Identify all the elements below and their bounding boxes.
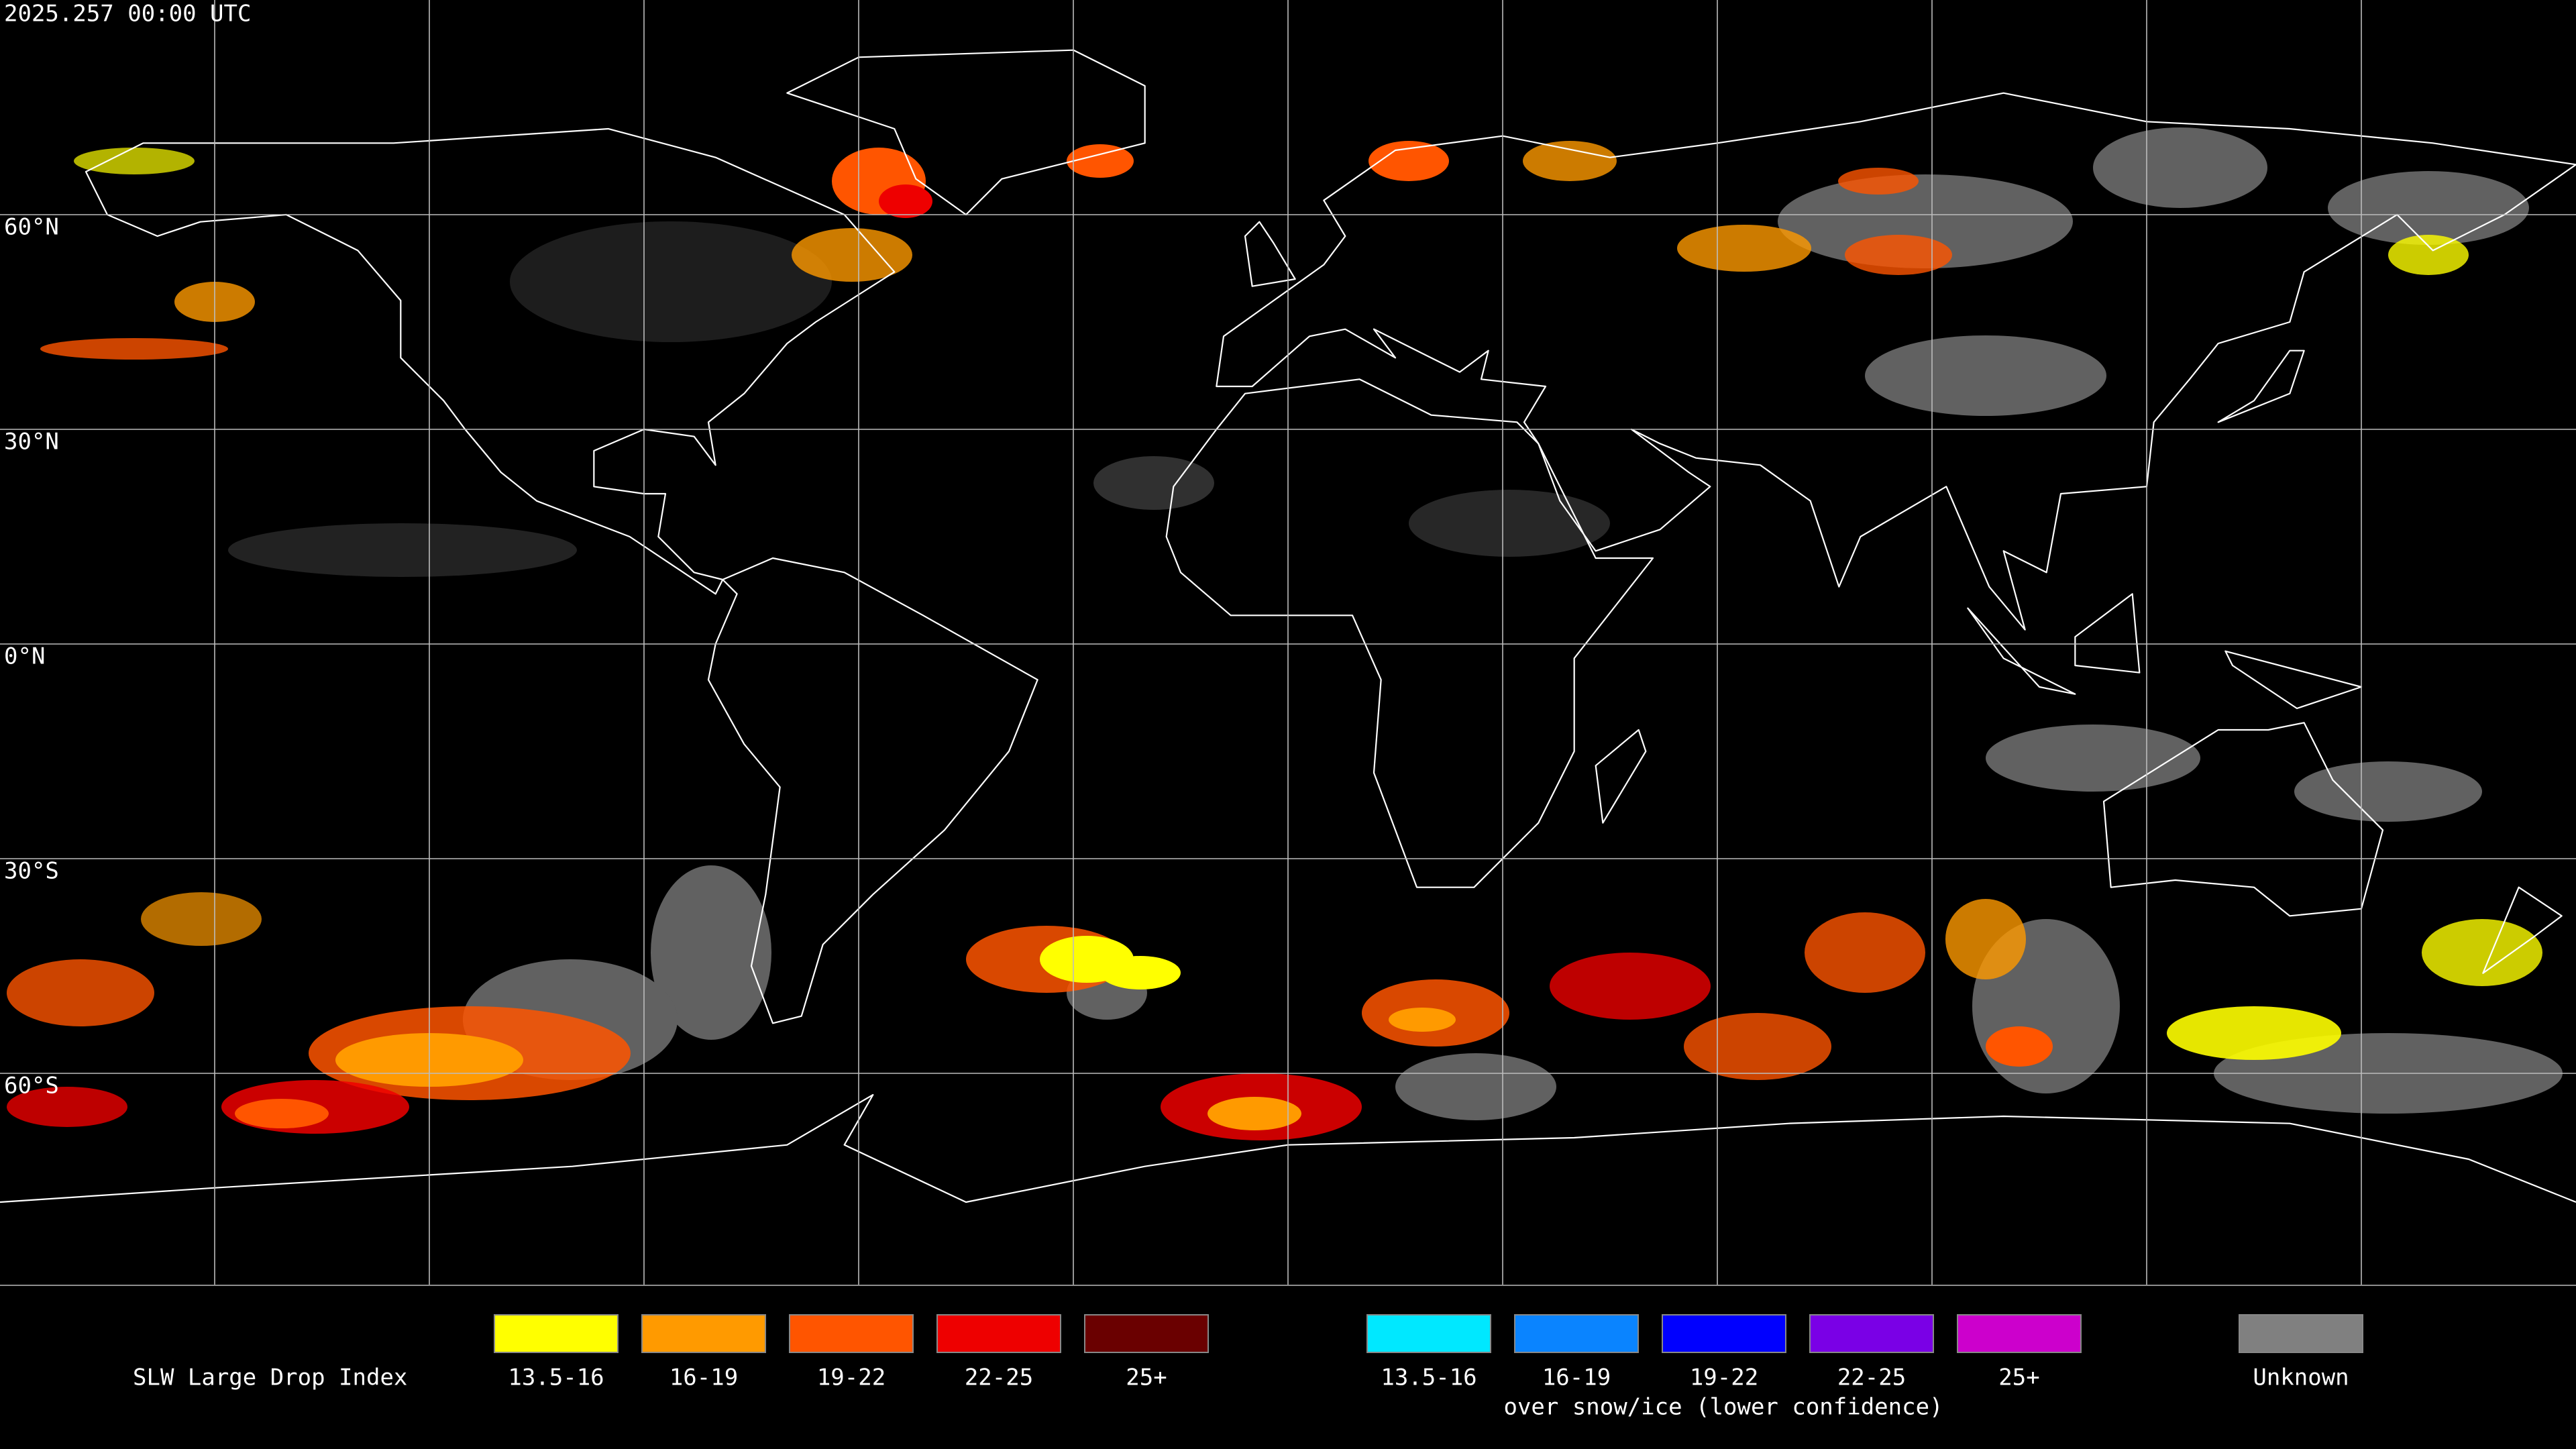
legend-caption: over snow/ice (lower confidence) [1503,1394,1943,1421]
legend-label: 13.5-16 [508,1364,604,1391]
latitude-label: 0°N [4,643,45,670]
legend-label: 25+ [1126,1364,1167,1391]
legend-swatch [1514,1314,1639,1353]
legend-swatch [1957,1314,2082,1353]
legend-swatch [789,1314,914,1353]
legend-label: 16-19 [669,1364,738,1391]
latitude-label: 60°S [4,1073,59,1099]
latitude-label: 30°N [4,429,59,455]
latitude-label: 60°N [4,214,59,241]
latitude-labels: 60°N 30°N 0°N 30°S 60°S [4,214,59,1099]
legend-label: 19-22 [1690,1364,1758,1391]
latitude-label: 30°S [4,858,59,885]
legend-swatch [1662,1314,1786,1353]
legend-label: 25+ [1998,1364,2039,1391]
timestamp: 2025.257 00:00 UTC [4,1,251,28]
legend-label: 22-25 [1837,1364,1906,1391]
legend-swatch [641,1314,766,1353]
legend: SLW Large Drop Index over snow/ice (lowe… [133,1314,2363,1421]
legend-label: 16-19 [1542,1364,1611,1391]
legend-swatch [936,1314,1061,1353]
legend-title: SLW Large Drop Index [133,1364,407,1391]
legend-label: 22-25 [965,1364,1033,1391]
legend-swatch [1809,1314,1934,1353]
legend-swatch [1366,1314,1491,1353]
legend-label: Unknown [2253,1364,2349,1391]
graticule [0,0,2576,1286]
legend-swatch [1084,1314,1209,1353]
legend-label: 13.5-16 [1381,1364,1477,1391]
legend-swatch [2239,1314,2363,1353]
legend-label: 19-22 [817,1364,885,1391]
legend-swatch [494,1314,619,1353]
